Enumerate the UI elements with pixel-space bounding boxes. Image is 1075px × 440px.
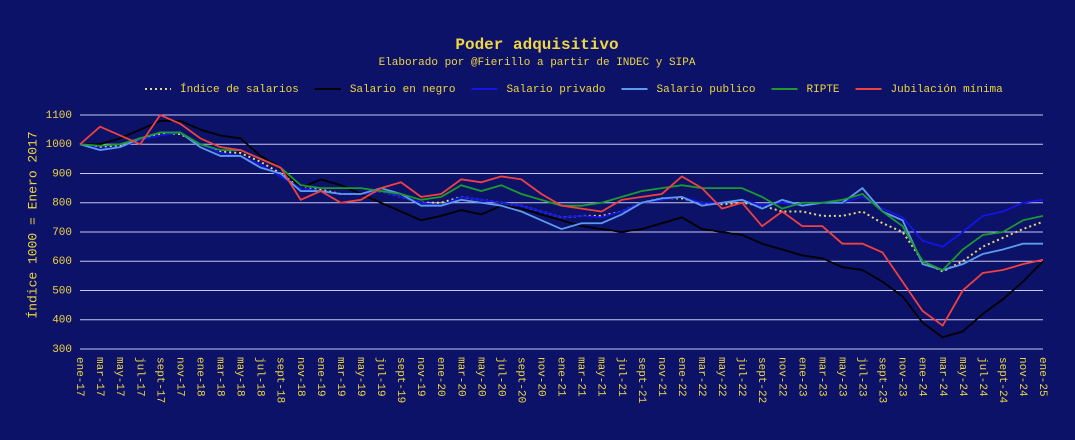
- x-tick-label: ene-23: [795, 357, 807, 397]
- x-tick-label: jul-17: [133, 357, 145, 397]
- x-tick-label: mar-18: [214, 357, 226, 397]
- x-tick-label: may-22: [715, 357, 727, 397]
- legend-label: Índice de salarios: [180, 82, 299, 96]
- x-tick-label: nov-23: [896, 357, 908, 397]
- x-tick-label: ene-24: [916, 357, 928, 397]
- x-tick-label: sept-21: [635, 357, 647, 404]
- x-tick-label: may-23: [835, 357, 847, 397]
- x-tick-label: jul-22: [735, 357, 747, 397]
- x-tick-label: sept-23: [876, 357, 888, 403]
- y-tick-label: 500: [52, 285, 72, 297]
- x-tick-label: nov-24: [1016, 357, 1028, 397]
- x-tick-label: sept-17: [153, 357, 165, 403]
- x-tick-label: mar-23: [815, 357, 827, 397]
- x-tick-label: nov-20: [535, 357, 547, 397]
- x-tick-label: jul-24: [976, 357, 988, 397]
- y-tick-label: 900: [52, 168, 72, 180]
- x-tick-label: mar-21: [575, 357, 587, 397]
- x-tick-label: ene-20: [434, 357, 446, 397]
- y-tick-label: 400: [52, 315, 72, 327]
- x-tick-label: may-19: [354, 357, 366, 397]
- x-tick-label: jul-19: [374, 357, 386, 397]
- x-tick-label: sept-22: [755, 357, 767, 403]
- x-tick-label: jul-18: [254, 357, 266, 397]
- x-tick-label: may-20: [474, 357, 486, 397]
- x-tick-label: jul-20: [494, 357, 506, 397]
- x-tick-label: may-24: [956, 357, 968, 397]
- x-tick-label: ene-19: [314, 357, 326, 397]
- x-tick-label: mar-20: [454, 357, 466, 397]
- x-tick-label: ene-25: [1036, 357, 1048, 397]
- x-tick-label: nov-22: [775, 357, 787, 397]
- x-tick-label: sept-18: [274, 357, 286, 403]
- x-tick-label: mar-22: [695, 357, 707, 397]
- legend-label: Salario en negro: [350, 84, 456, 96]
- line-series: [79, 113, 1044, 327]
- legend-label: RIPTE: [807, 84, 840, 96]
- x-tick-label: mar-19: [334, 357, 346, 397]
- x-tick-label: ene-21: [555, 357, 567, 397]
- y-tick-label: 700: [52, 227, 72, 239]
- x-tick-label: may-21: [595, 357, 607, 397]
- x-tick-label: may-18: [234, 357, 246, 397]
- x-tick-label: mar-17: [93, 357, 105, 397]
- x-tick-label: ene-22: [675, 357, 687, 397]
- x-tick-label: sept-19: [394, 357, 406, 403]
- y-tick-label: 800: [52, 198, 72, 210]
- x-tick-label: jul-21: [615, 357, 627, 397]
- y-axis-label: Índice 1000 = Enero 2017: [25, 131, 40, 318]
- x-tick-label: may-17: [113, 357, 125, 397]
- x-tick-label: sept-20: [514, 357, 526, 403]
- y-tick-label: 1000: [46, 139, 72, 151]
- x-tick-label: nov-17: [173, 357, 185, 397]
- x-tick-label: nov-21: [655, 357, 667, 397]
- legend-label: Salario publico: [656, 84, 755, 96]
- chart-subtitle: Elaborado por @Fierillo a partir de INDE…: [379, 57, 696, 69]
- x-tick-label: mar-24: [936, 357, 948, 397]
- x-tick-label: ene-17: [73, 357, 85, 397]
- chart-title: Poder adquisitivo: [455, 36, 618, 54]
- x-tick-label: jul-23: [856, 357, 868, 397]
- x-tick-label: sept-24: [996, 357, 1008, 404]
- line-series: [79, 133, 1044, 273]
- x-tick-label: ene-18: [193, 357, 205, 397]
- line-series: [80, 119, 1044, 339]
- y-tick-label: 600: [52, 256, 72, 268]
- legend-label: Jubilación mínima: [891, 84, 1004, 96]
- y-tick-label: 1100: [46, 110, 72, 122]
- legend-label: Salario privado: [506, 84, 605, 96]
- x-tick-label: nov-18: [294, 357, 306, 397]
- y-tick-label: 300: [52, 344, 72, 356]
- x-tick-label: nov-19: [414, 357, 426, 397]
